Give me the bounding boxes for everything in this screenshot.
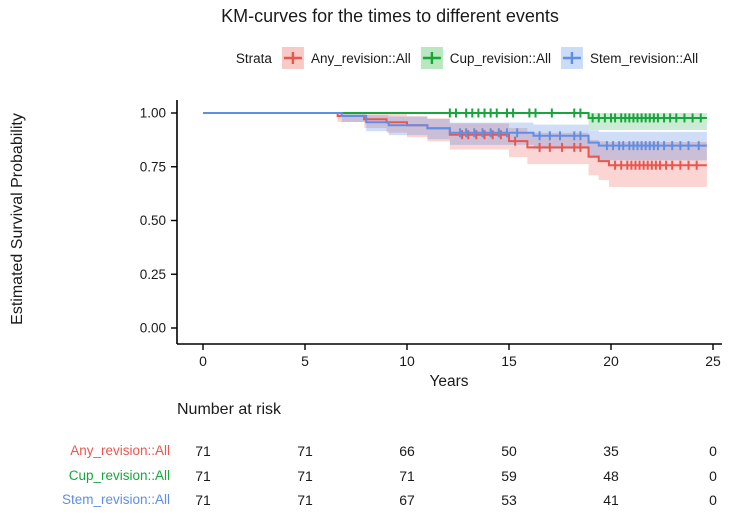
risk-count: 53 [501,492,517,508]
legend-item-label: Stem_revision::All [590,50,699,66]
risk-row-label: Cup_revision::All [68,468,170,483]
risk-count: 71 [399,468,415,484]
risk-count: 71 [297,492,313,508]
legend-item-any-revision: Any_revision::All [281,47,411,69]
y-axis-title: Estimated Survival Probability [9,113,26,325]
x-tick-label: 0 [199,353,207,369]
risk-count: 71 [297,468,313,484]
risk-count: 71 [297,443,313,459]
x-tick-label: 10 [399,353,415,369]
x-tick-label: 5 [301,353,309,369]
risk-count: 0 [709,492,717,508]
risk-count: 0 [709,468,717,484]
risk-count: 67 [399,492,415,508]
risk-count: 41 [603,492,619,508]
stem-revision-swatch-icon [561,47,584,69]
km-curve [203,112,707,147]
y-tick-label: 1.00 [140,106,166,121]
confidence-band [341,113,707,161]
risk-count: 48 [603,468,619,484]
y-tick-label: 0.75 [140,159,166,174]
risk-count: 71 [195,468,211,484]
legend-item-cup-revision: Cup_revision::All [420,47,552,69]
any-revision-swatch-icon [281,47,304,69]
legend-item-label: Cup_revision::All [449,50,552,66]
y-tick-label: 0.25 [140,267,166,282]
risk-row-label: Any_revision::All [70,443,170,458]
risk-row-label: Stem_revision::All [61,492,170,507]
y-tick-label: 0.50 [140,213,166,228]
risk-count: 0 [709,443,717,459]
x-tick-label: 15 [501,353,517,369]
x-tick-label: 20 [603,353,619,369]
axes: 0.00 0.25 0.50 0.75 1.00 0 5 10 15 20 25 Years Estim… [9,100,722,390]
km-curve [203,112,707,119]
legend-item-label: Any_revision::All [310,50,411,66]
x-axis-title: Years [429,373,468,390]
risk-count: 50 [501,443,517,459]
x-tick-label: 25 [705,353,721,369]
survival-curves [203,108,707,170]
risk-count: 71 [195,492,211,508]
legend-strata-label: Strata [235,50,272,66]
risk-count: 35 [603,443,619,459]
confidence-bands [337,113,707,187]
risk-count: 66 [399,443,415,459]
risk-count: 71 [195,443,211,459]
cup-revision-swatch-icon [420,47,443,69]
risk-count: 59 [501,468,517,484]
legend: Strata Any_revision::All Cup_revision::A… [236,47,698,69]
legend-item-stem-revision: Stem_revision::All [561,47,698,69]
risk-table-title: Number at risk [177,401,282,418]
confidence-band [588,113,707,130]
y-tick-label: 0.00 [140,321,166,336]
chart-title: KM-curves for the times to different eve… [221,6,559,26]
